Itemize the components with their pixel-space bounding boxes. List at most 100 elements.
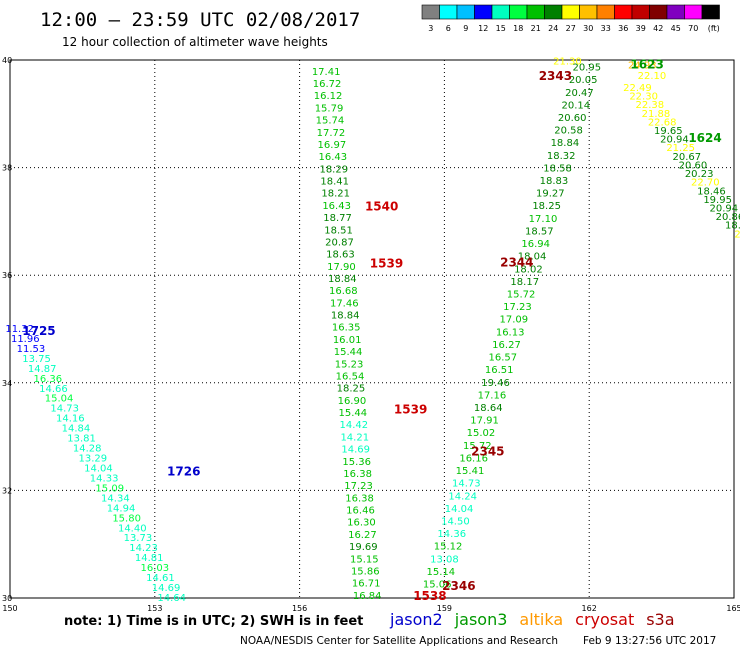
- swh-value: 16.36: [33, 374, 62, 385]
- swh-value: 16.72: [313, 79, 342, 90]
- swh-value: 14.34: [101, 493, 130, 504]
- colorbar-swatch: [666, 4, 685, 20]
- swh-value: 14.33: [90, 473, 119, 484]
- swh-value: 18.57: [525, 226, 554, 237]
- swh-value: 20.67: [672, 152, 701, 163]
- swh-value: 14.61: [146, 573, 175, 584]
- swh-value: 16.57: [489, 353, 518, 364]
- swh-value: 18.04: [518, 252, 547, 263]
- track-time-label: 2346: [442, 579, 475, 593]
- colorbar-label: 21: [531, 24, 541, 33]
- colorbar-swatch: [561, 4, 580, 20]
- track-time-label: 1725: [22, 324, 55, 338]
- colorbar-label: 24: [548, 24, 558, 33]
- swh-value: 14.64: [157, 593, 186, 604]
- swh-value: 14.84: [62, 424, 91, 435]
- x-tick-label: 150: [2, 604, 17, 613]
- swh-value: 14.36: [437, 529, 466, 540]
- swh-value: 13.81: [67, 434, 96, 445]
- swh-value: 19.69: [349, 542, 378, 553]
- swh-value: 15.12: [434, 542, 463, 553]
- swh-value: 16.12: [314, 91, 343, 102]
- swh-value: 20.94: [660, 135, 689, 146]
- swh-value: 18.17: [510, 277, 539, 288]
- swh-value: 20.87: [325, 237, 354, 248]
- x-tick-label: 153: [147, 604, 162, 613]
- swh-value: 17.72: [317, 128, 346, 139]
- colorbar-swatch: [596, 4, 615, 20]
- x-tick-label: 159: [437, 604, 452, 613]
- swh-value: 13.75: [22, 354, 51, 365]
- swh-value: 16.13: [496, 327, 525, 338]
- swh-value: 20.94: [709, 203, 738, 214]
- swh-value: 15.09: [95, 483, 124, 494]
- track-time-label: 1624: [688, 131, 721, 145]
- swh-value: 16.51: [485, 365, 514, 376]
- colorbar-label: 3: [428, 24, 433, 33]
- swh-value: 17.41: [312, 67, 341, 78]
- swh-value: 15.41: [456, 466, 485, 477]
- swh-value: 15.23: [335, 359, 364, 370]
- swh-value: 21.88: [642, 109, 671, 120]
- swh-value: 14.40: [118, 523, 147, 534]
- swh-value: 19.95: [703, 195, 732, 206]
- colorbar-swatch: [614, 4, 633, 20]
- swh-value: 13.73: [124, 533, 153, 544]
- swh-value: 15.72: [507, 290, 536, 301]
- swh-value: 18.32: [547, 151, 576, 162]
- swh-value: 19.65: [654, 126, 683, 137]
- swh-value: 24.93: [628, 60, 657, 71]
- swh-value: 11.53: [17, 344, 46, 355]
- track-time-label: 1623: [630, 57, 663, 71]
- chart-title: 12:00 – 23:59 UTC 02/08/2017: [40, 9, 360, 31]
- colorbar-swatch: [439, 4, 458, 20]
- swh-value: 20.86: [716, 212, 740, 223]
- swh-value: 16.43: [322, 201, 351, 212]
- swh-value: 14.28: [73, 444, 102, 455]
- swh-value: 20.60: [558, 113, 587, 124]
- swh-value: 20.95: [572, 63, 601, 74]
- swh-value: 14.73: [452, 479, 481, 490]
- y-tick-label: 36: [2, 271, 12, 280]
- colorbar-swatch: [491, 4, 510, 20]
- track-time-label: 1540: [365, 199, 398, 213]
- swh-value: 18.41: [320, 177, 349, 188]
- x-tick-label: 162: [582, 604, 597, 613]
- colorbar-swatch: [509, 4, 528, 20]
- colorbar-swatch: [701, 4, 720, 20]
- swh-value: 21.: [734, 229, 740, 240]
- track-time-label: 1539: [370, 256, 403, 270]
- swh-value: 20.23: [685, 169, 714, 180]
- legend-entry: cryosat: [575, 610, 634, 629]
- swh-value: 17.23: [344, 481, 373, 492]
- colorbar-label: 33: [601, 24, 611, 33]
- swh-value: 15.44: [334, 347, 363, 358]
- x-tick-label: 165: [726, 604, 740, 613]
- legend-entry: jason2: [389, 610, 443, 629]
- swh-value: 14.81: [135, 553, 164, 564]
- swh-value: 15.36: [342, 457, 371, 468]
- plot-frame: [9, 59, 735, 599]
- swh-value: 15.86: [351, 566, 380, 577]
- swh-value: 15.02: [467, 428, 496, 439]
- swh-value: 21.30: [553, 57, 582, 68]
- track-labels: 1725 1726 1623 1624 1540 1539 1539 1538 2343 2344…: [22, 57, 721, 603]
- colorbar-label: 30: [583, 24, 593, 33]
- colorbar-label: 39: [636, 24, 646, 33]
- colorbar-label: 15: [496, 24, 506, 33]
- swh-value: 16.03: [140, 563, 169, 574]
- track-time-label: 2345: [471, 445, 504, 459]
- swh-value: 15.74: [316, 116, 345, 127]
- swh-value: 16.43: [319, 152, 348, 163]
- swh-value: 16.71: [352, 579, 381, 590]
- legend-entry: jason3: [454, 610, 508, 629]
- swh-value: 16.90: [338, 396, 367, 407]
- swh-value: 16.27: [348, 530, 377, 541]
- swh-value: 18.58: [543, 163, 572, 174]
- y-tick-label: 38: [2, 164, 12, 173]
- swh-value: 18.63: [326, 250, 355, 261]
- swh-value: 22.30: [629, 92, 658, 103]
- swh-value: 14.23: [129, 543, 158, 554]
- swh-value: 14.69: [152, 583, 181, 594]
